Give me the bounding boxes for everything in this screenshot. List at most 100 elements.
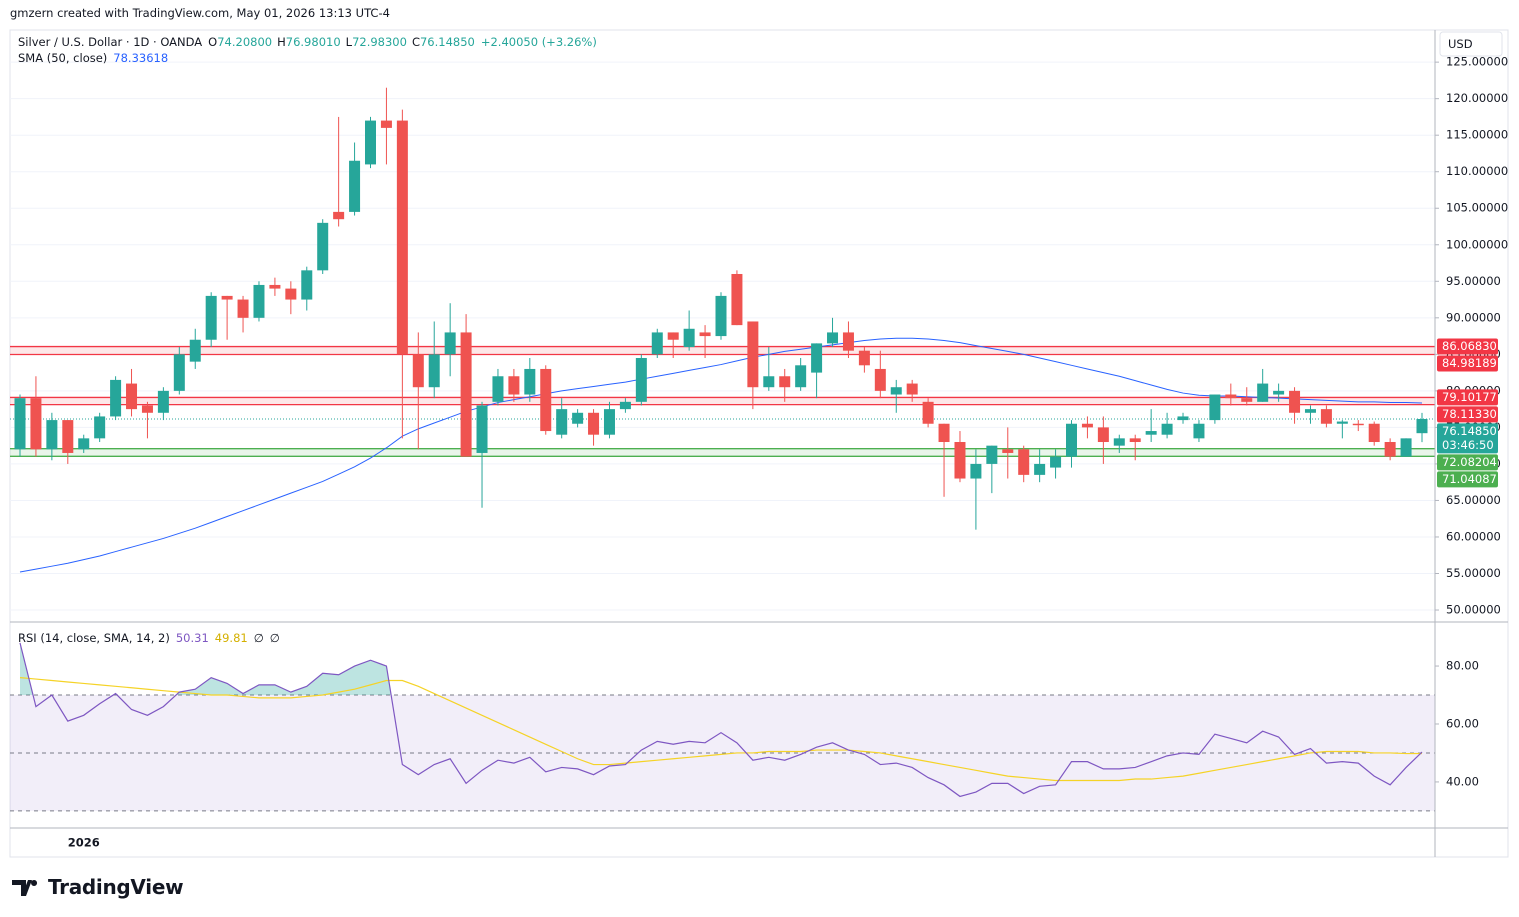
candle-body xyxy=(46,420,58,450)
y-tick-label: 105.00000 xyxy=(1446,201,1508,215)
symbol-title: Silver / U.S. Dollar · 1D · OANDA xyxy=(18,35,203,49)
ohlc-item: H76.98010 xyxy=(277,35,341,49)
ohlc-value: 72.98300 xyxy=(352,35,407,49)
candle-body xyxy=(1416,419,1428,434)
y-tick-label: 125.00000 xyxy=(1446,55,1508,69)
candle-body xyxy=(269,284,281,289)
candle-body xyxy=(1113,438,1125,446)
candle-body xyxy=(651,332,663,355)
candle-body xyxy=(1097,427,1109,443)
y-tick-label: 120.00000 xyxy=(1446,91,1508,105)
candle-body xyxy=(1177,416,1189,421)
candle-body xyxy=(333,211,345,220)
chart-frame xyxy=(9,29,1509,858)
candle-body xyxy=(763,376,775,388)
ohlc-key: O xyxy=(208,35,218,49)
y-tick-label: 55.00000 xyxy=(1446,566,1501,580)
zone xyxy=(10,448,1435,457)
candle-body xyxy=(1400,438,1412,457)
x-tick-label: 2026 xyxy=(68,836,100,850)
candle-body xyxy=(301,270,313,300)
candle-body xyxy=(1241,398,1253,402)
currency[interactable]: USD xyxy=(1448,37,1473,51)
candle-body xyxy=(874,368,886,391)
candle-body xyxy=(858,350,870,366)
candle-body xyxy=(779,376,791,388)
candle-body xyxy=(412,354,424,388)
candle-body xyxy=(906,383,918,395)
ohlc-legend: O74.20800 H76.98010 L72.98300 C76.14850 xyxy=(208,35,475,49)
y-tick-label: 60.00000 xyxy=(1446,529,1501,543)
ohlc-item: C76.14850 xyxy=(412,35,475,49)
candle-body xyxy=(699,332,711,337)
candle-body xyxy=(237,299,249,318)
candle-body xyxy=(1018,449,1030,475)
candle-body xyxy=(1081,423,1093,428)
price-tag xyxy=(1437,355,1498,372)
sma-legend: SMA (50, close) 78.33618 xyxy=(18,51,168,65)
candle-body xyxy=(253,284,265,318)
y-tick-label: 40.00 xyxy=(1446,774,1479,788)
candle-body xyxy=(827,332,839,344)
price-tag-label: 84.98189 xyxy=(1442,356,1497,370)
candle-body xyxy=(715,295,727,337)
currency-box[interactable] xyxy=(1439,31,1503,57)
zone xyxy=(10,346,1435,355)
ohlc-value: 76.98010 xyxy=(285,35,341,49)
candle-body xyxy=(556,409,568,435)
zone xyxy=(10,397,1435,405)
ohlc-item: O74.20800 xyxy=(208,35,272,49)
candle-body xyxy=(94,416,106,439)
candle-body xyxy=(428,354,440,388)
candle-body xyxy=(1145,431,1157,435)
price-tag-label: 76.14850 xyxy=(1442,424,1497,438)
price-tag-label: 79.10177 xyxy=(1442,390,1497,404)
plot: 50.0000055.0000060.0000065.0000070.00000… xyxy=(10,55,1508,850)
candle-body xyxy=(795,365,807,388)
candle-body xyxy=(1368,423,1380,443)
y-tick-label: 90.00000 xyxy=(1446,310,1501,324)
candle-body xyxy=(1273,390,1285,395)
candle-body xyxy=(365,120,376,165)
candle-body xyxy=(1257,383,1269,402)
ohlc-value: 74.20800 xyxy=(217,35,273,49)
candle-body xyxy=(1066,423,1077,457)
ohlc-key: C xyxy=(411,35,420,49)
y-tick-label: 65.00000 xyxy=(1446,493,1501,507)
candle-body xyxy=(938,423,950,443)
price-tag-label: 78.11330 xyxy=(1442,407,1497,421)
price-tag xyxy=(1437,338,1498,355)
price-tag xyxy=(1437,423,1498,454)
candle-body xyxy=(1320,409,1332,424)
price-tag xyxy=(1437,471,1498,488)
candle-body xyxy=(603,409,615,435)
price-tag xyxy=(1437,389,1498,406)
candle-body xyxy=(444,332,456,355)
rsi-title: RSI (14, close, SMA, 14, 2) xyxy=(18,631,170,645)
candle-body xyxy=(14,398,26,450)
candle-body xyxy=(1289,390,1301,413)
y-tick-label: 95.00000 xyxy=(1446,274,1501,288)
candle-body xyxy=(173,354,185,391)
candle-body xyxy=(619,401,631,410)
candle-body xyxy=(572,412,584,424)
candle-body xyxy=(476,405,488,453)
ohlc-key: H xyxy=(277,35,286,49)
candle-body xyxy=(1225,394,1237,399)
candle-body xyxy=(1193,423,1205,439)
candle-body xyxy=(1161,423,1173,435)
header: gmzern created with TradingView.com, May… xyxy=(10,6,390,20)
candle-body xyxy=(1002,449,1014,453)
candle-body xyxy=(1336,421,1348,424)
candle-body xyxy=(221,295,233,300)
candle-body xyxy=(110,379,122,417)
price-tag-label: 86.06830 xyxy=(1442,339,1497,353)
candle-body xyxy=(1352,423,1364,426)
candle-body xyxy=(349,160,361,212)
candle-body xyxy=(1129,438,1141,443)
candle-body xyxy=(970,463,982,479)
rsi-ma-value: 49.81 xyxy=(214,631,248,645)
sma-name: SMA (50, close) xyxy=(18,51,108,65)
y-tick-label: 100.00000 xyxy=(1446,237,1508,251)
